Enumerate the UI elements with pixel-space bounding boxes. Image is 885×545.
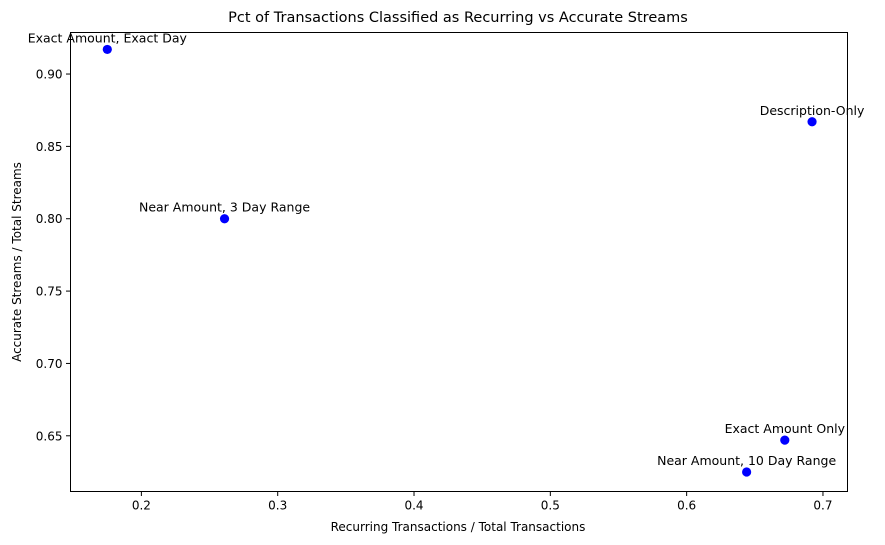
x-tick-label: 0.6	[677, 499, 696, 513]
data-point	[742, 467, 752, 477]
point-label: Exact Amount Only	[725, 421, 846, 436]
x-tick-label: 0.7	[813, 499, 832, 513]
point-label: Near Amount, 10 Day Range	[657, 453, 836, 468]
y-tick-label: 0.65	[36, 429, 63, 443]
data-point	[219, 214, 230, 224]
y-axis-ticks: 0.65 0.70 0.75 0.80 0.85 0.90	[36, 68, 71, 443]
y-tick-label: 0.85	[36, 140, 63, 154]
x-tick-label: 0.4	[404, 499, 423, 513]
x-tick-label: 0.3	[268, 499, 287, 513]
point-label: Near Amount, 3 Day Range	[139, 200, 310, 215]
point-label: Exact Amount, Exact Day	[28, 30, 188, 45]
x-tick-label: 0.5	[541, 499, 560, 513]
data-point	[807, 117, 817, 127]
plot-area	[70, 32, 848, 492]
y-tick-label: 0.90	[36, 68, 63, 82]
x-tick-label: 0.2	[132, 499, 151, 513]
data-point	[102, 44, 112, 55]
chart-title: Pct of Transactions Classified as Recurr…	[228, 10, 688, 26]
point-annotations: Exact Amount, Exact Day Near Amount, 3 Da…	[28, 30, 865, 468]
x-axis-label: Recurring Transactions / Total Transacti…	[331, 520, 586, 534]
y-tick-label: 0.70	[36, 357, 63, 371]
data-points	[102, 44, 817, 477]
y-tick-label: 0.75	[36, 285, 63, 299]
plot-frame	[70, 32, 848, 492]
x-axis-ticks: 0.2 0.3 0.4 0.5 0.6 0.7	[132, 491, 833, 513]
y-axis-label: Accurate Streams / Total Streams	[10, 162, 24, 362]
point-label: Description-Only	[760, 103, 865, 118]
data-point	[780, 435, 790, 445]
y-tick-label: 0.80	[36, 212, 63, 226]
